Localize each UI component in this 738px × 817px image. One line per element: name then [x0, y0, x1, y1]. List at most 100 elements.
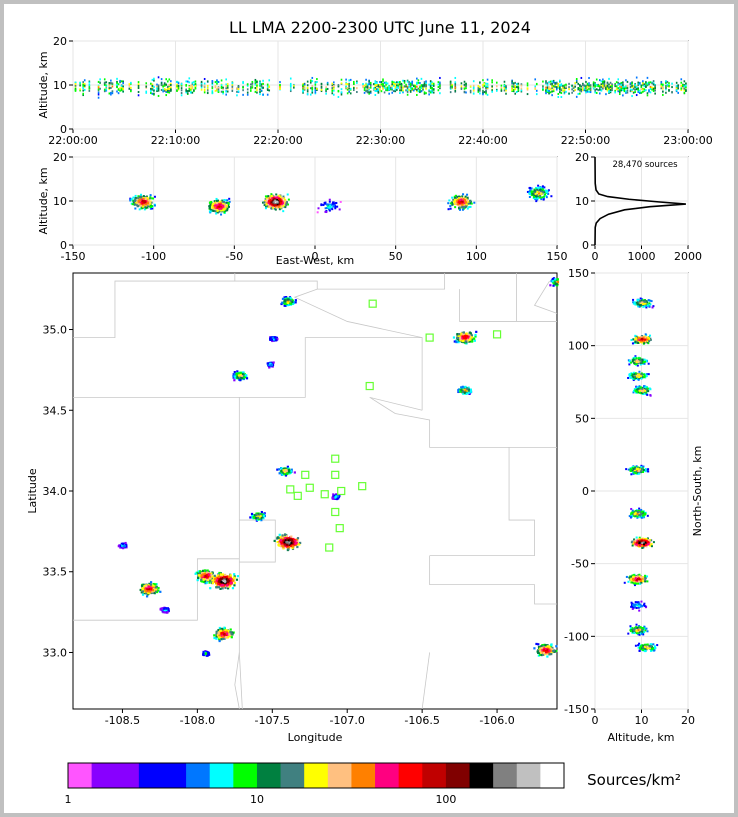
ta-source-point	[391, 83, 394, 86]
ta-source-point	[254, 87, 257, 90]
ew-source-point	[465, 203, 468, 206]
ta-source-point	[552, 79, 555, 82]
ta-source-point	[586, 82, 589, 85]
ew-source-point	[287, 198, 290, 201]
ta-source-point	[555, 86, 558, 89]
plan-source-point	[469, 338, 472, 341]
ew-source-point	[213, 200, 216, 203]
ta-source-point	[160, 82, 163, 85]
ta-source-point	[565, 85, 567, 88]
ew-source-point	[533, 194, 536, 197]
plan-source-point	[292, 541, 295, 544]
ta-source-point	[505, 89, 507, 92]
ta-source-point	[562, 89, 564, 92]
ta-source-point	[685, 86, 687, 89]
ta-source-point	[168, 87, 171, 90]
ta-source-point	[631, 84, 633, 87]
ta-source-point	[396, 86, 398, 89]
ta-source-point	[615, 88, 618, 91]
ta-source-point	[420, 84, 423, 87]
ew-source-point	[227, 204, 230, 207]
ta-source-point	[259, 84, 261, 87]
ta-source-point	[137, 81, 140, 84]
ta-source-point	[128, 87, 131, 90]
ew-source-point	[282, 200, 285, 203]
ta-source-point	[620, 81, 623, 84]
ta-source-point	[545, 92, 547, 95]
ew-source-point	[282, 210, 285, 213]
ta-source-point	[333, 89, 335, 92]
ta-source-point	[376, 84, 378, 87]
ta-source-point	[79, 89, 81, 92]
ew-source-point	[526, 190, 529, 193]
ta-source-point	[635, 94, 638, 97]
ta-source-point	[632, 87, 635, 90]
ta-source-point	[211, 92, 214, 95]
plan-source-point	[218, 571, 221, 575]
ta-source-point	[222, 92, 224, 95]
ta-source-point	[503, 87, 506, 90]
ta-source-point	[151, 84, 154, 87]
plan-source-point	[217, 575, 220, 578]
plan-source-point	[290, 544, 293, 547]
pv-y-tick-label: 33.5	[43, 566, 68, 579]
plan-source-point	[146, 587, 149, 590]
ta-source-point	[128, 84, 131, 87]
county-boundary-line	[369, 396, 557, 448]
ta-source-point	[526, 87, 529, 90]
ew-source-point	[149, 202, 152, 205]
ta-source-point	[588, 77, 590, 80]
ta-x-tick-label: 22:30:00	[356, 134, 405, 147]
plan-source-point	[462, 390, 465, 394]
plan-source-point	[457, 388, 461, 391]
plan-source-point	[466, 335, 469, 338]
ta-source-point	[671, 86, 673, 89]
ew-source-point	[130, 198, 133, 201]
ta-source-point	[629, 88, 632, 91]
ta-source-point	[549, 88, 552, 91]
ta-source-point	[249, 87, 252, 90]
ew-source-point	[529, 189, 532, 192]
ta-source-point	[422, 85, 424, 88]
ta-source-point	[535, 89, 538, 92]
ew-source-point	[273, 198, 276, 201]
ta-source-point	[594, 84, 596, 87]
ta-x-tick-label: 23:00:00	[663, 134, 712, 147]
ta-source-point	[623, 90, 626, 93]
ta-source-point	[548, 89, 550, 92]
ew-source-point	[325, 211, 328, 214]
ta-source-point	[156, 86, 158, 89]
plan-source-point	[281, 539, 284, 542]
ta-source-point	[108, 86, 111, 89]
ew-source-point	[129, 199, 132, 202]
ta-source-point	[369, 86, 372, 89]
ew-source-point	[269, 199, 272, 202]
plan-source-point	[462, 392, 465, 395]
ew-source-point	[463, 204, 466, 207]
ew-source-point	[317, 207, 320, 210]
plan-cluster	[232, 370, 249, 382]
ta-source-point	[439, 76, 441, 79]
ew-source-point	[336, 205, 339, 208]
ta-source-point	[595, 91, 598, 94]
ta-source-point	[83, 88, 86, 91]
ta-source-point	[153, 85, 155, 88]
plan-source-point	[125, 546, 128, 549]
plan-source-point	[141, 587, 144, 591]
ta-source-point	[649, 85, 652, 88]
ta-source-point	[191, 87, 194, 90]
ta-source-point	[560, 96, 563, 99]
ta-source-point	[545, 86, 547, 89]
ta-source-point	[97, 80, 100, 83]
plan-source-point	[145, 586, 148, 589]
ta-source-point	[618, 93, 621, 96]
plan-source-point	[249, 516, 252, 519]
ta-source-point	[637, 81, 640, 84]
plan-source-point	[148, 587, 152, 590]
ew-source-point	[144, 206, 147, 209]
plan-source-point	[221, 577, 224, 580]
plan-source-point	[291, 539, 294, 542]
ta-source-point	[349, 92, 352, 95]
ta-source-point	[409, 87, 412, 90]
plan-source-point	[467, 333, 470, 336]
